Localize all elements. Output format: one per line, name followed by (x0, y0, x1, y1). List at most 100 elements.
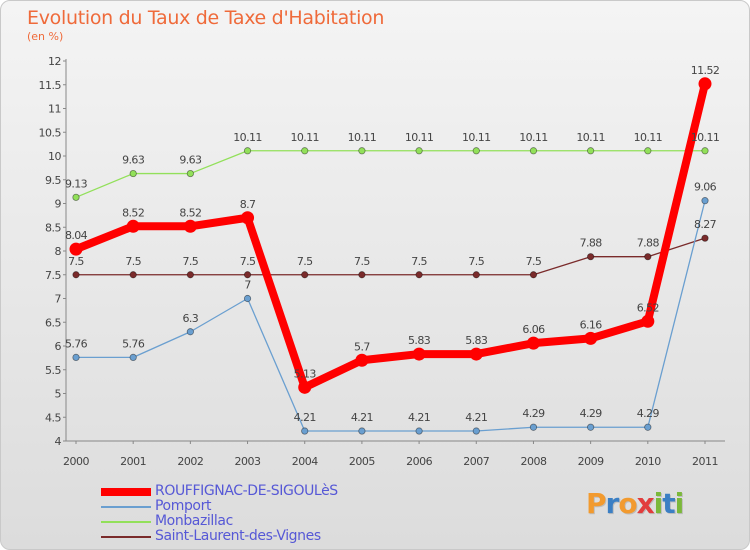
logo-letter: r (605, 487, 620, 520)
data-point (587, 253, 595, 261)
y-tick-label: 4.5 (45, 411, 61, 424)
data-label: 9.63 (122, 154, 145, 167)
legend-swatch (101, 488, 151, 496)
data-label: 10.11 (462, 131, 491, 144)
data-point (358, 147, 366, 155)
data-label: 5.76 (122, 337, 145, 350)
x-tick-label: 2006 (406, 455, 432, 468)
data-label: 5.76 (65, 337, 88, 350)
legend-label: Pomport (155, 498, 212, 514)
data-label: 9.63 (179, 154, 202, 167)
data-label: 10.11 (634, 131, 663, 144)
data-label: 7.5 (297, 255, 313, 268)
legend-label: ROUFFIGNAC-DE-SIGOULèS (155, 483, 338, 499)
x-tick-label: 2007 (463, 455, 489, 468)
data-point (701, 234, 709, 242)
data-point (72, 193, 80, 201)
data-label: 10.11 (290, 131, 319, 144)
data-label: 8.04 (65, 229, 88, 242)
proxiti-logo: Proxiti (586, 487, 684, 520)
y-tick-label: 11.5 (39, 79, 62, 92)
legend-label: Monbazillac (155, 513, 233, 529)
legend-swatch (101, 521, 151, 523)
y-tick-label: 5.5 (45, 364, 61, 377)
x-tick-label: 2008 (520, 455, 546, 468)
data-point (126, 219, 140, 233)
x-tick-label: 2001 (120, 455, 146, 468)
data-label: 11.52 (691, 64, 720, 77)
legend-label: Saint-Laurent-des-Vignes (155, 528, 321, 544)
series-line (75, 199, 706, 432)
data-label: 5.83 (465, 334, 488, 347)
data-label: 4.21 (408, 411, 430, 424)
data-label: 10.11 (576, 131, 605, 144)
data-point (584, 331, 598, 345)
data-label: 9.13 (65, 177, 88, 190)
data-point (301, 147, 309, 155)
data-label: 4.29 (522, 407, 545, 420)
data-label: 6.52 (637, 301, 659, 314)
data-label: 7.5 (68, 255, 84, 268)
x-tick-label: 2004 (292, 455, 318, 468)
data-point (587, 147, 595, 155)
data-label: 5.7 (354, 340, 370, 353)
data-point (412, 347, 426, 361)
data-point (641, 314, 655, 328)
y-tick-label: 7.5 (45, 269, 61, 282)
y-tick-label: 10 (48, 150, 61, 163)
data-point (72, 353, 80, 361)
x-tick-label: 2000 (63, 455, 89, 468)
y-tick-label: 5 (55, 388, 62, 401)
y-tick-label: 10.5 (39, 126, 62, 139)
data-point (415, 271, 423, 279)
data-label: 7.5 (183, 255, 199, 268)
y-tick-label: 12 (48, 55, 61, 68)
series-line (72, 79, 709, 392)
data-label: 9.06 (694, 181, 717, 194)
y-tick-label: 7 (55, 293, 62, 306)
data-point (129, 169, 137, 178)
data-label: 5.13 (294, 367, 317, 380)
chart-subtitle: (en %) (27, 30, 64, 43)
chart-axes: 4 4.5 5 5.5 6 6.5 7 7.5 8 8.5 9 9.5 10 10.5 11 11.5 12 20… (39, 55, 725, 468)
data-point (698, 77, 712, 91)
data-point (241, 211, 255, 225)
data-point (186, 169, 194, 178)
data-label: 10.11 (233, 131, 262, 144)
data-point (186, 271, 194, 279)
data-label: 5.83 (408, 334, 431, 347)
logo-letter: i (653, 487, 664, 520)
x-tick-label: 2011 (692, 455, 718, 468)
data-label: 7.5 (354, 255, 370, 268)
chart-data-labels: 7.5 7.5 7.5 7.5 7.5 7.5 7.5 7.5 7.5 7.88 7.88 8.27 9… (65, 64, 720, 424)
series-line (75, 150, 706, 198)
data-label: 4.21 (465, 411, 487, 424)
data-point (183, 219, 197, 233)
data-point (358, 271, 366, 279)
data-label: 10.11 (519, 131, 548, 144)
data-point (472, 147, 480, 155)
data-point (469, 347, 483, 361)
x-tick-label: 2003 (235, 455, 261, 468)
data-label: 7.5 (468, 255, 484, 268)
data-point (72, 271, 80, 279)
data-point (644, 147, 652, 155)
data-point (529, 147, 538, 155)
data-label: 6.06 (522, 323, 545, 336)
y-tick-label: 6.5 (45, 316, 61, 329)
data-label: 7.88 (580, 237, 603, 250)
series-line (75, 237, 706, 276)
logo-letter: o (618, 487, 637, 520)
y-tick-label: 4 (55, 435, 62, 448)
data-label: 8.7 (240, 198, 256, 211)
data-point (301, 271, 309, 279)
data-label: 6.3 (183, 312, 199, 325)
y-tick-label: 8.5 (45, 221, 61, 234)
data-point (129, 353, 137, 361)
data-point (529, 423, 538, 431)
y-tick-label: 9.5 (45, 174, 61, 187)
data-label: 7.5 (240, 255, 256, 268)
data-point (301, 427, 309, 435)
x-tick-label: 2005 (349, 455, 375, 468)
